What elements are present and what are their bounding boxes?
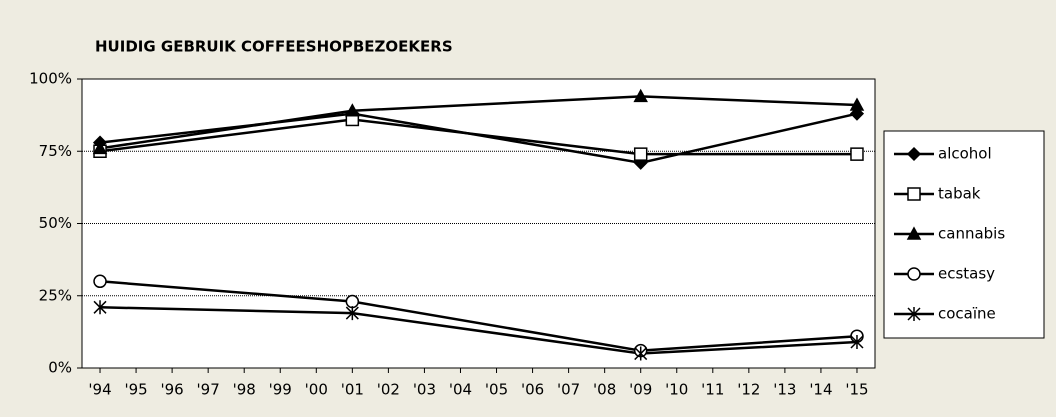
x-tick-label: '96 — [161, 381, 184, 399]
data-point — [849, 97, 865, 111]
chart-title: HUIDIG GEBRUIK COFFEESHOPBEZOEKERS — [95, 38, 453, 56]
x-tick-label: '97 — [197, 381, 220, 399]
legend-marker — [907, 307, 921, 321]
legend-label: tabak — [938, 185, 981, 203]
plot-frame — [81, 78, 876, 369]
data-point — [850, 147, 864, 161]
data-point — [633, 88, 648, 103]
legend-label: alcohol — [938, 145, 992, 163]
data-point — [634, 346, 648, 361]
legend-label: ecstasy — [938, 265, 995, 283]
x-tick-label: '05 — [485, 381, 508, 399]
legend-marker — [907, 187, 921, 201]
data-point — [345, 294, 360, 309]
y-tick-label: 75% — [39, 142, 72, 160]
x-tick-label: '02 — [377, 381, 400, 399]
data-point — [92, 140, 108, 155]
x-tick-label: '14 — [809, 381, 832, 399]
x-tick-label: '99 — [269, 381, 292, 399]
x-tick-label: '98 — [233, 381, 256, 399]
x-tick-label: '95 — [124, 381, 147, 399]
series-line — [99, 118, 857, 156]
legend-label: cannabis — [938, 225, 1005, 243]
series-line — [99, 306, 858, 355]
data-point — [345, 306, 359, 321]
x-tick-label: '06 — [521, 381, 544, 399]
x-tick-label: '13 — [773, 381, 796, 399]
legend-label: cocaïne — [938, 305, 996, 323]
x-tick-label: '94 — [88, 381, 111, 399]
series-line — [99, 112, 858, 165]
x-tick-label: '15 — [845, 381, 868, 399]
series-line — [99, 95, 858, 150]
data-point — [345, 103, 360, 117]
x-tick-label: '03 — [413, 381, 436, 399]
legend-marker — [906, 146, 922, 162]
x-tick-label: '04 — [449, 381, 472, 399]
x-tick-label: '10 — [665, 381, 688, 399]
y-tick-label: 0% — [48, 359, 72, 377]
x-tick-label: '09 — [629, 381, 652, 399]
data-point — [633, 147, 648, 161]
series-line — [99, 280, 858, 352]
data-point — [93, 300, 107, 315]
y-tick-label: 100% — [29, 70, 72, 88]
x-tick-label: '00 — [305, 381, 328, 399]
x-tick-label: '01 — [341, 381, 364, 399]
x-tick-label: '08 — [593, 381, 616, 399]
x-tick-label: '12 — [737, 381, 760, 399]
y-tick-label: 25% — [39, 286, 72, 304]
x-tick-label: '11 — [701, 381, 724, 399]
y-tick-label: 50% — [39, 214, 72, 232]
data-point — [850, 334, 864, 349]
data-point — [93, 274, 107, 289]
x-tick-label: '07 — [557, 381, 580, 399]
legend-marker — [907, 267, 921, 281]
legend-marker — [906, 226, 922, 240]
